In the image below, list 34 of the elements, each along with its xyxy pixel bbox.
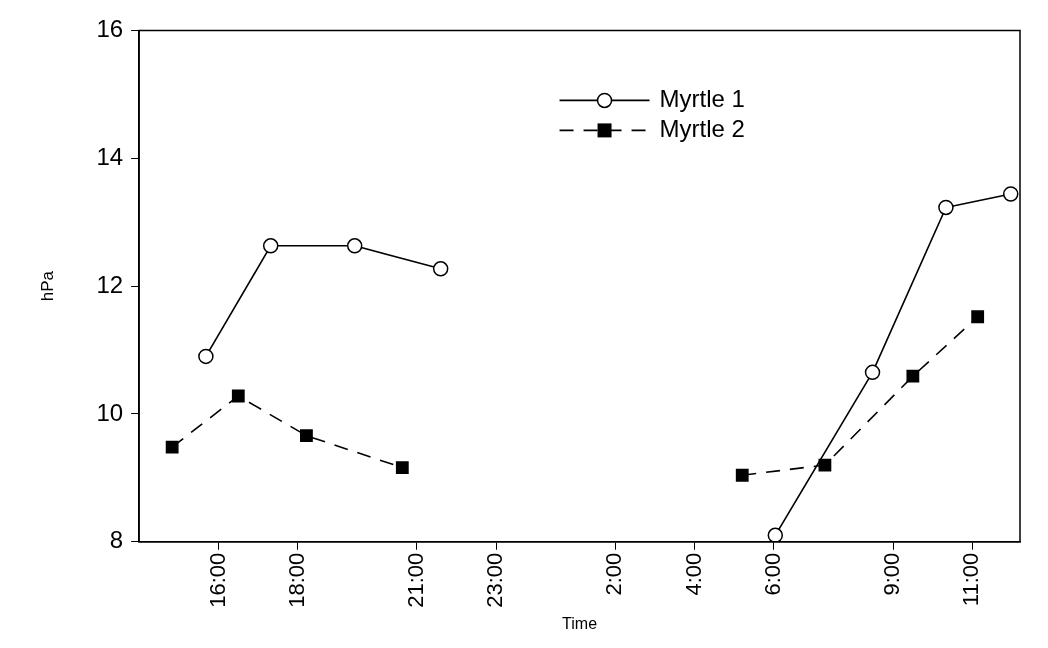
point <box>300 429 313 443</box>
point <box>906 369 920 383</box>
y-tick-label: 8 <box>109 526 124 554</box>
point <box>432 261 449 277</box>
x-tick-label: 18:00 <box>283 552 309 608</box>
x-tick-label: 21:00 <box>402 552 428 608</box>
point <box>346 238 363 254</box>
point <box>818 458 832 472</box>
x-tick-label: 11:00 <box>958 552 984 607</box>
x-tick-label: 9:00 <box>879 552 905 596</box>
y-tick-label: 16 <box>96 15 124 43</box>
point <box>198 348 214 365</box>
y-tick-label: 14 <box>96 142 124 170</box>
point <box>262 238 279 254</box>
legend-label: Myrtle 1 <box>659 85 745 113</box>
point <box>735 468 749 482</box>
x-tick-label: 4:00 <box>680 552 706 596</box>
point <box>1002 186 1019 202</box>
x-tick-label: 23:00 <box>482 552 508 608</box>
x-tick-label: 6:00 <box>760 552 786 596</box>
point <box>971 310 985 324</box>
x-axis-title: Time <box>562 614 598 632</box>
point <box>864 364 881 381</box>
y-axis-title: hPa <box>37 270 57 302</box>
point <box>767 527 784 542</box>
x-tick-label: 16:00 <box>204 552 230 608</box>
point <box>395 461 409 475</box>
x-tick-label: 2:00 <box>601 552 627 596</box>
y-tick-label: 10 <box>96 398 124 426</box>
y-tick-label: 12 <box>96 270 124 298</box>
point <box>165 440 179 454</box>
point <box>938 199 954 216</box>
point <box>231 389 245 403</box>
legend-label: Myrtle 2 <box>659 115 745 143</box>
